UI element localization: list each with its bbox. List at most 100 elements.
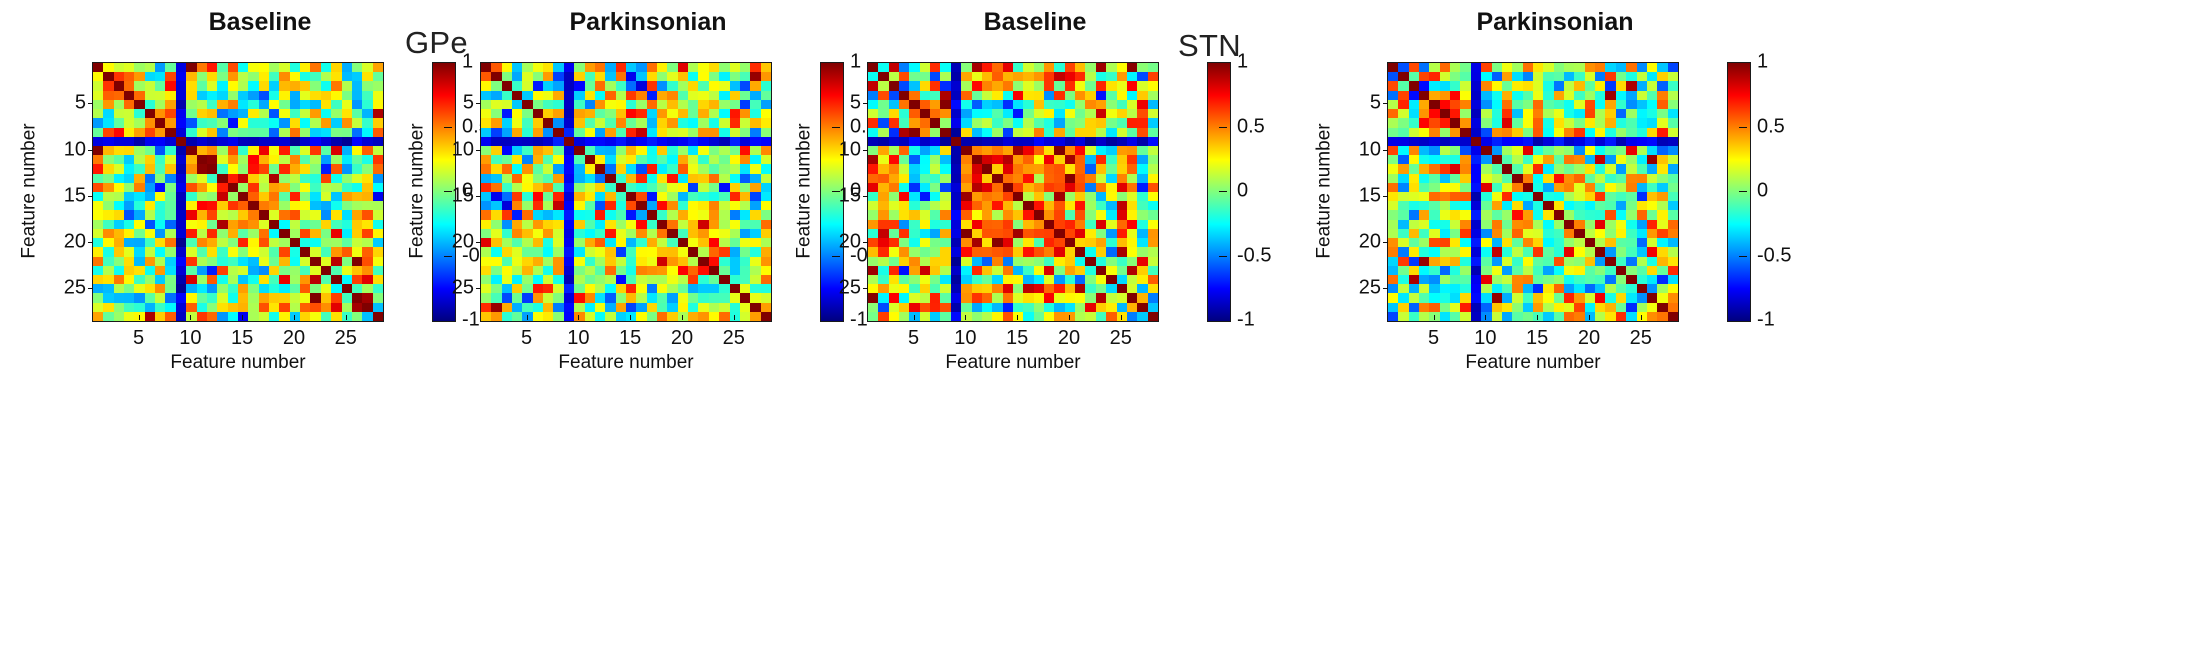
heatmap-cell [217,155,228,165]
heatmap-cell [1450,72,1461,82]
heatmap-gpe-baseline[interactable] [92,62,384,322]
heatmap-cell [248,293,259,303]
x-tick-mark [681,315,683,320]
heatmap-cell [1044,99,1055,110]
heatmap-cell [512,228,523,239]
heatmap-cell [1137,238,1148,248]
heatmap-cell [1522,192,1533,202]
heatmap-cell [1429,201,1440,211]
heatmap-cell [1126,81,1138,91]
heatmap-cell [1429,228,1440,239]
heatmap-cell [1564,293,1575,303]
heatmap-cell [1470,164,1482,174]
heatmap-cell [1450,284,1461,294]
heatmap-cell [1085,201,1096,211]
heatmap-cell [563,265,575,275]
heatmap-cell [625,90,637,100]
heatmap-stn-parkinsonian[interactable] [1387,62,1679,322]
heatmap-cell [739,219,751,229]
heatmap-cell [320,265,332,275]
heatmap-cell [698,173,709,183]
heatmap-cell [1470,302,1482,312]
heatmap-cell [950,90,962,100]
heatmap-cell [636,238,647,248]
heatmap-stn-baseline[interactable] [867,62,1159,322]
heatmap-cell [950,201,962,211]
x-tick-label: 25 [334,327,357,349]
heatmap-cell [227,81,238,91]
heatmap-cell [144,118,156,128]
heatmap-cell [1044,109,1055,119]
heatmap-cell [981,238,993,248]
heatmap-cell [1408,109,1420,119]
heatmap-cell [310,284,321,294]
heatmap-cell [930,90,941,100]
heatmap-cell [750,219,761,229]
heatmap-cell [625,136,637,146]
heatmap-cell [1012,210,1024,220]
heatmap-cell [698,72,709,82]
heatmap-cell [124,247,135,257]
heatmap-cell [729,274,740,285]
heatmap-cell [888,293,900,303]
heatmap-cell [1657,127,1668,137]
heatmap-cell [1636,192,1647,202]
heatmap-cell [750,247,761,257]
heatmap-cell [279,127,290,137]
heatmap-cell [708,311,720,321]
heatmap-cell [300,274,311,285]
heatmap-cell [320,210,332,220]
heatmap-cell [574,81,585,91]
heatmap-cell [1398,63,1409,73]
heatmap-cell [574,99,585,110]
heatmap-cell [300,63,311,73]
heatmap-cell [1564,72,1575,82]
heatmap-cell [899,127,910,137]
heatmap-cell [1408,265,1420,275]
heatmap-cell [1419,228,1430,239]
heatmap-cell [279,164,290,174]
heatmap-cell [1532,164,1544,174]
heatmap-cell [532,265,544,275]
heatmap-cell [1064,155,1076,165]
heatmap-cell [1615,192,1627,202]
heatmap-cell [165,247,176,257]
heatmap-cell [646,302,658,312]
heatmap-cell [1419,210,1430,220]
heatmap-cell [1605,155,1616,165]
heatmap-cell [1615,90,1627,100]
heatmap-cell [1116,173,1127,183]
x-tick-label: 20 [1577,327,1601,349]
heatmap-cell [491,182,502,192]
heatmap-cell [615,145,626,156]
heatmap-cell [553,99,564,110]
heatmap-cell [1501,228,1513,239]
heatmap-cell [248,99,259,110]
heatmap-cell [300,265,311,275]
heatmap-cell [625,247,637,257]
heatmap-cell [1636,182,1647,192]
panel-stn-baseline: Baseline Feature number Feature number 5 10 1… [775,0,1295,470]
heatmap-cell [1023,302,1034,312]
heatmap-cell [1147,155,1158,165]
heatmap-cell [124,118,135,128]
heatmap-cell [1553,164,1565,174]
heatmap-cell [605,145,616,156]
heatmap-cell [1470,72,1482,82]
heatmap-cell [667,127,678,137]
heatmap-cell [760,311,771,321]
heatmap-cell [625,210,637,220]
heatmap-cell [258,311,270,321]
heatmap-cell [971,201,982,211]
heatmap-cell [1605,192,1616,202]
heatmap-cell [165,90,176,100]
heatmap-cell [605,118,616,128]
heatmap-cell [1574,164,1585,174]
heatmap-gpe-parkinsonian[interactable] [480,62,772,322]
y-tick-mark [88,149,93,151]
heatmap-cell [258,247,270,257]
heatmap-cell [899,63,910,73]
heatmap-cell [113,182,125,192]
heatmap-cell [1615,265,1627,275]
